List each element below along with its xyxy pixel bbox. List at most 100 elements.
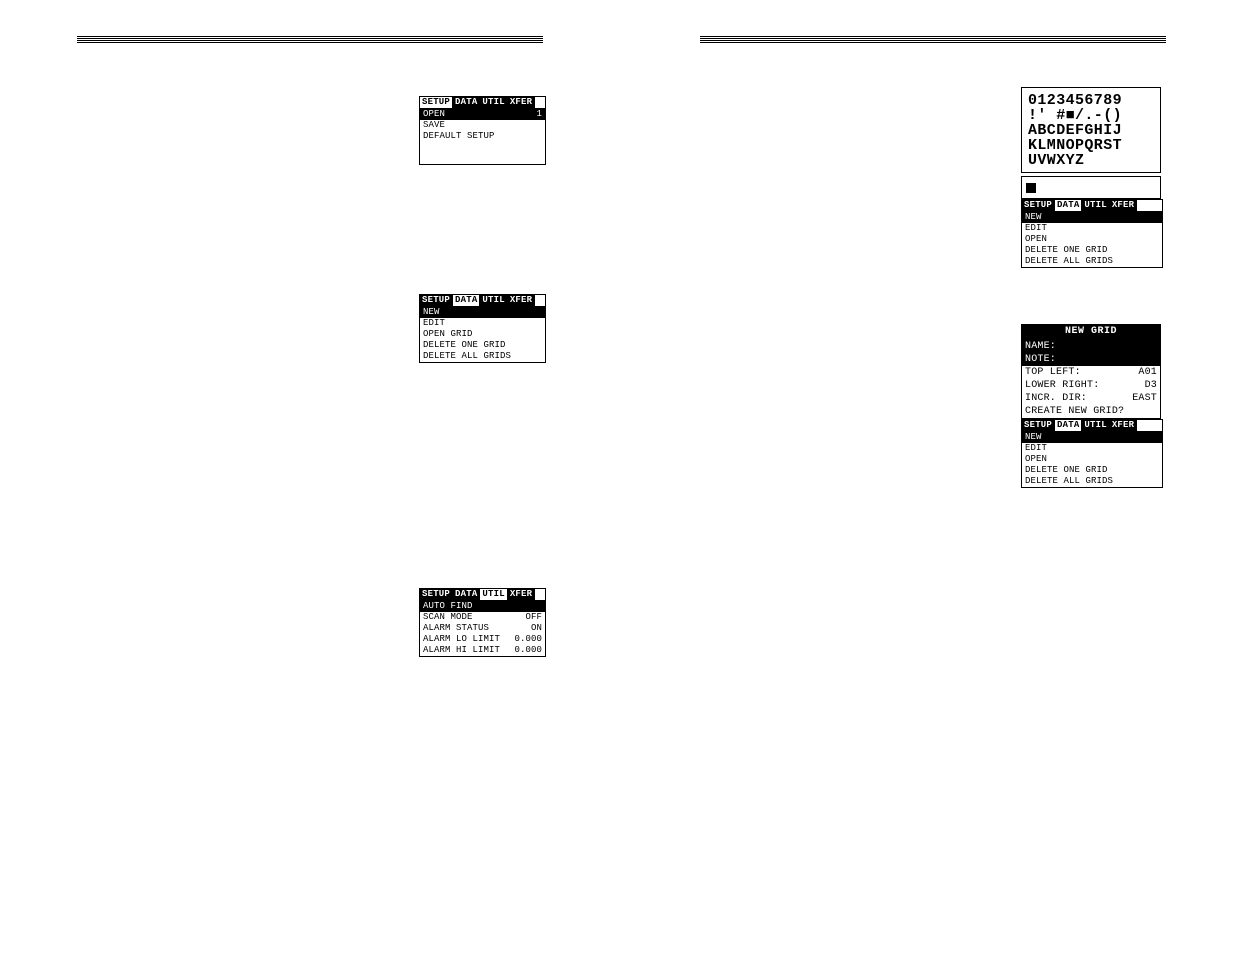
menu-item-auto-find[interactable]: AUTO FIND [420, 601, 545, 612]
menu-item-delete-one-grid[interactable]: DELETE ONE GRID [420, 340, 545, 351]
menu-label: ALARM STATUS [423, 623, 489, 634]
menu-item-new[interactable]: NEW [1022, 212, 1162, 223]
field-value: A01 [1138, 366, 1157, 379]
left-rule-2 [77, 38, 543, 39]
data-menu-panel: SETUPDATAUTILXFERNEWEDITOPEN GRIDDELETE … [419, 294, 544, 363]
menu-spacer [420, 153, 545, 164]
left-rule-3 [77, 40, 543, 41]
tab-xfer[interactable]: XFER [1110, 420, 1137, 431]
menu-label: NEW [1025, 212, 1042, 223]
menu-label: DELETE ONE GRID [423, 340, 506, 351]
menu-label: SAVE [423, 120, 445, 131]
new-grid-title: NEW GRID [1021, 324, 1161, 339]
tab-util[interactable]: UTIL [480, 295, 507, 306]
menu-item-default-setup[interactable]: DEFAULT SETUP [420, 131, 545, 142]
charset-panel: 0123456789 !' #■/.-() ABCDEFGHIJ KLMNOPQ… [1021, 87, 1161, 268]
menu-label: NEW [1025, 432, 1042, 443]
tab-util[interactable]: UTIL [1082, 420, 1109, 431]
menu-label: EDIT [423, 318, 445, 329]
tab-xfer[interactable]: XFER [1110, 200, 1137, 211]
menu-label: DELETE ALL GRIDS [1025, 256, 1113, 267]
menu-item-new[interactable]: NEW [420, 307, 545, 318]
menu-label: EDIT [1025, 223, 1047, 234]
right-rule-2 [700, 38, 1166, 39]
menu-label: OPEN [1025, 234, 1047, 245]
menu-item-delete-one-grid[interactable]: DELETE ONE GRID [1022, 465, 1162, 476]
menu-label: DEFAULT SETUP [423, 131, 495, 142]
menu-label: AUTO FIND [423, 601, 473, 612]
tab-data[interactable]: DATA [453, 97, 480, 108]
menu-label: EDIT [1025, 443, 1047, 454]
menu-value: 0.000 [514, 634, 542, 645]
menu-value: 0.000 [514, 645, 542, 656]
left-rule-1 [77, 36, 543, 37]
menu-label: DELETE ALL GRIDS [423, 351, 511, 362]
tab-util[interactable]: UTIL [1082, 200, 1109, 211]
menu-value: OFF [525, 612, 542, 623]
menu-label: OPEN [1025, 454, 1047, 465]
tab-util[interactable]: UTIL [480, 589, 507, 600]
menu-label: DELETE ONE GRID [1025, 465, 1108, 476]
menu-item-alarm-status[interactable]: ALARM STATUS ON [420, 623, 545, 634]
field-value: EAST [1132, 392, 1157, 405]
tab-setup[interactable]: SETUP [1022, 420, 1055, 431]
menu-item-open-grid[interactable]: OPEN GRID [420, 329, 545, 340]
tab-setup[interactable]: SETUP [1022, 200, 1055, 211]
menu-item-save[interactable]: SAVE [420, 120, 545, 131]
menu-item-delete-all-grids[interactable]: DELETE ALL GRIDS [1022, 256, 1162, 267]
field-value: D3 [1145, 379, 1157, 392]
grid-field-create-new-grid[interactable]: CREATE NEW GRID? [1022, 405, 1160, 418]
menu-item-scan-mode[interactable]: SCAN MODE OFF [420, 612, 545, 623]
menu-label: ALARM LO LIMIT [423, 634, 500, 645]
menu-label: DELETE ONE GRID [1025, 245, 1108, 256]
field-label: LOWER RIGHT: [1025, 379, 1099, 392]
grid-field-note[interactable]: NOTE: [1022, 353, 1160, 366]
menu-label: DELETE ALL GRIDS [1025, 476, 1113, 487]
menu-label: SCAN MODE [423, 612, 473, 623]
right-rule-3 [700, 40, 1166, 41]
tab-data[interactable]: DATA [453, 295, 480, 306]
menu-label: OPEN GRID [423, 329, 473, 340]
menu-item-alarm-lo-limit[interactable]: ALARM LO LIMIT 0.000 [420, 634, 545, 645]
tab-xfer[interactable]: XFER [508, 295, 535, 306]
menu-item-new[interactable]: NEW [1022, 432, 1162, 443]
menu-item-delete-all-grids[interactable]: DELETE ALL GRIDS [1022, 476, 1162, 487]
grid-field-name[interactable]: NAME: [1022, 340, 1160, 353]
menu-value: ON [531, 623, 542, 634]
left-rule-4 [77, 42, 543, 43]
tab-setup[interactable]: SETUP [420, 97, 453, 108]
menu-item-edit[interactable]: EDIT [1022, 443, 1162, 454]
cursor-icon [1026, 183, 1036, 193]
tab-xfer[interactable]: XFER [508, 97, 535, 108]
field-label: CREATE NEW GRID? [1025, 405, 1124, 418]
right-rule-1 [700, 36, 1166, 37]
tab-setup[interactable]: SETUP [420, 589, 453, 600]
menu-value: 1 [536, 109, 542, 120]
menu-label: NEW [423, 307, 440, 318]
menu-label: ALARM HI LIMIT [423, 645, 500, 656]
menu-item-alarm-hi-limit[interactable]: ALARM HI LIMIT 0.000 [420, 645, 545, 656]
menu-item-edit[interactable]: EDIT [420, 318, 545, 329]
right-rule-4 [700, 42, 1166, 43]
tab-data[interactable]: DATA [1055, 200, 1082, 211]
character-picker[interactable]: 0123456789 !' #■/.-() ABCDEFGHIJ KLMNOPQ… [1021, 87, 1161, 173]
tab-data[interactable]: DATA [1055, 420, 1082, 431]
tab-xfer[interactable]: XFER [508, 589, 535, 600]
name-input[interactable] [1021, 176, 1161, 199]
menu-item-edit[interactable]: EDIT [1022, 223, 1162, 234]
grid-field-top-left[interactable]: TOP LEFT:A01 [1022, 366, 1160, 379]
menu-item-delete-one-grid[interactable]: DELETE ONE GRID [1022, 245, 1162, 256]
tab-data[interactable]: DATA [453, 589, 480, 600]
menu-spacer [420, 142, 545, 153]
field-label: NOTE: [1025, 353, 1056, 366]
menu-label: OPEN [423, 109, 445, 120]
menu-item-delete-all-grids[interactable]: DELETE ALL GRIDS [420, 351, 545, 362]
tab-util[interactable]: UTIL [480, 97, 507, 108]
tab-setup[interactable]: SETUP [420, 295, 453, 306]
menu-item-open[interactable]: OPEN [1022, 234, 1162, 245]
menu-item-open[interactable]: OPEN [1022, 454, 1162, 465]
grid-field-lower-right[interactable]: LOWER RIGHT: D3 [1022, 379, 1160, 392]
menu-item-open[interactable]: OPEN 1 [420, 109, 545, 120]
grid-field-incr-dir[interactable]: INCR. DIR:EAST [1022, 392, 1160, 405]
field-label: NAME: [1025, 340, 1056, 353]
